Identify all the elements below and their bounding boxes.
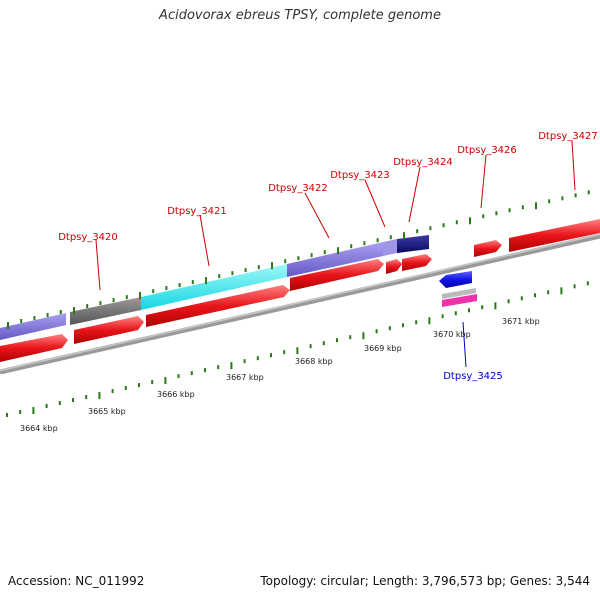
gene-label[interactable]: Dtpsy_3427 [538, 131, 598, 142]
genome-backbone-highlight [0, 233, 600, 372]
genome-summary: Topology: circular; Length: 3,796,573 bp… [260, 574, 590, 588]
genome-backbone [0, 233, 600, 375]
gene-label[interactable]: Dtpsy_3420 [58, 232, 118, 243]
tick-marks-outer [7, 190, 590, 329]
gene-arrow-forward[interactable] [509, 219, 600, 252]
kbp-label: 3668 kbp [295, 357, 333, 366]
gene-arrow-forward[interactable] [386, 259, 402, 274]
gene-labels: Dtpsy_3420 Dtpsy_3421 Dtpsy_3422Dtpsy_3423… [58, 131, 598, 382]
gene-label-leader [462, 321, 467, 368]
cog-segment-cyan [141, 264, 287, 310]
gene-label-leader [304, 192, 330, 239]
gene-label[interactable]: Dtpsy_3424 [393, 157, 453, 168]
kbp-tick-labels: 3664 kbp 3665 kbp 3666 kbp 3667 kbp 3668 kbp… [20, 317, 540, 433]
tick-marks-inner [6, 281, 589, 417]
gene-arrow-forward[interactable] [146, 285, 290, 327]
gene-arrow-forward[interactable] [474, 240, 502, 257]
gene-arrow-forward[interactable] [290, 259, 384, 291]
gene-label[interactable]: Dtpsy_3422 [268, 183, 328, 194]
kbp-label: 3666 kbp [157, 390, 195, 399]
kbp-label: 3665 kbp [88, 407, 126, 416]
gene-label-leader [571, 140, 576, 191]
reverse-genes [439, 271, 477, 307]
kbp-label: 3671 kbp [502, 317, 540, 326]
gene-label-leader [199, 214, 210, 267]
cog-segment-navy [397, 235, 429, 253]
gene-label[interactable]: Dtpsy_3426 [457, 145, 517, 156]
cog-segment-pink [442, 294, 477, 307]
map-title: Acidovorax ebreus TPSY, complete genome [159, 8, 441, 23]
gene-label-leader [364, 179, 386, 228]
gene-arrow-forward[interactable] [402, 254, 432, 271]
cog-segment-purple-left [0, 313, 66, 340]
cog-segment-purple-mid [287, 242, 383, 277]
cog-segment-silver [442, 288, 476, 299]
kbp-label: 3667 kbp [226, 373, 264, 382]
gene-arrow-forward[interactable] [74, 316, 144, 344]
gene-label-leader [95, 239, 101, 291]
gene-label-leader [480, 154, 487, 209]
accession-text: Accession: NC_011992 [8, 574, 145, 588]
gene-label[interactable]: Dtpsy_3423 [330, 170, 390, 181]
kbp-label: 3670 kbp [433, 330, 471, 339]
cog-band [0, 235, 429, 340]
kbp-label: 3669 kbp [364, 344, 402, 353]
gene-label[interactable]: Dtpsy_3421 [167, 206, 227, 217]
gene-arrow-reverse[interactable] [439, 271, 472, 288]
forward-genes [0, 219, 600, 362]
gene-label-leaders [95, 140, 576, 368]
gene-label-leader [408, 166, 421, 223]
kbp-label: 3664 kbp [20, 424, 58, 433]
gene-label[interactable]: Dtpsy_3425 [443, 371, 503, 382]
cog-segment-gray [70, 297, 141, 325]
gene-arrow-forward[interactable] [0, 334, 68, 362]
cog-segment-lavender [383, 239, 397, 256]
